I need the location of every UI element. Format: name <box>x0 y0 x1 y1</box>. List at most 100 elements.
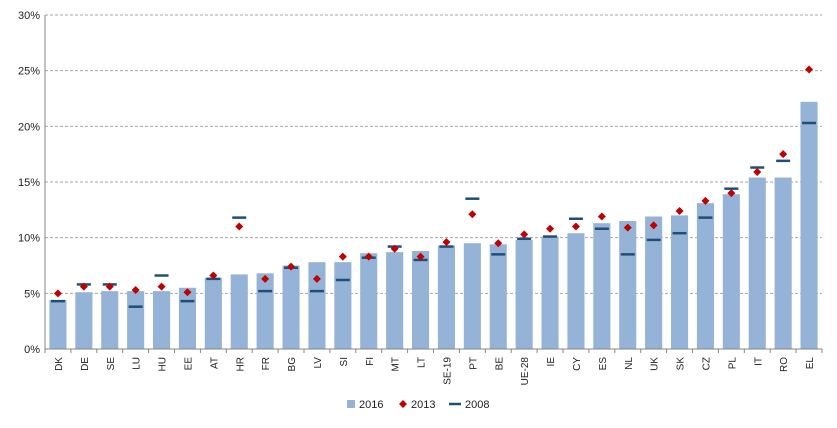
x-tick-label: PT <box>468 357 479 370</box>
bar-2016-LT <box>412 251 430 349</box>
marker-2013-EE <box>183 288 192 297</box>
bar-2016-UE-28 <box>515 239 533 349</box>
x-tick-label: IE <box>546 357 557 367</box>
y-tick-label: 25% <box>18 66 40 78</box>
bar-2016-HR <box>230 274 248 349</box>
marker-2013-CZ <box>701 196 710 205</box>
marker-2013-SI <box>338 252 347 261</box>
marker-2013-AT <box>209 271 218 280</box>
y-tick-label: 30% <box>18 10 40 22</box>
x-tick-label: UE-28 <box>520 357 531 386</box>
bar-2016-CY <box>567 233 585 349</box>
x-tick-label: ES <box>598 357 609 371</box>
bar-2016-PL <box>722 194 740 349</box>
bar-2016-PT <box>463 243 481 349</box>
marker-2013-UK <box>649 221 658 230</box>
marker-2013-PT <box>468 210 477 219</box>
x-tick-label: PL <box>727 357 738 370</box>
grid-layer <box>45 14 822 294</box>
x-tick-label: CZ <box>701 357 712 370</box>
x-tick-label: AT <box>209 357 220 369</box>
x-tick-label: IT <box>753 357 764 366</box>
x-tick-label: BG <box>287 357 298 372</box>
marker-2013-FR <box>261 274 270 283</box>
x-tick-label: DK <box>54 357 65 371</box>
legend-label-2013: 2013 <box>411 399 435 411</box>
y-tick-label: 0% <box>24 344 40 356</box>
marker-2013-UE-28 <box>520 230 529 239</box>
x-tick-label: SE <box>106 357 117 371</box>
x-tick-label: SK <box>676 357 687 371</box>
y-tick-label: 15% <box>18 177 40 189</box>
x-tick-label: EE <box>183 357 194 371</box>
bar-2016-IT <box>748 177 766 349</box>
legend-swatch-2016 <box>347 400 355 408</box>
marker-2013-LT <box>416 252 425 261</box>
bar-2016-BE <box>489 244 507 349</box>
x-tick-label: HR <box>235 357 246 371</box>
y-tick-label: 10% <box>18 233 40 245</box>
bar-2016-DK <box>49 300 67 349</box>
marker-2013-SE <box>105 282 114 291</box>
marker-layer <box>53 65 814 298</box>
marker-2013-CY <box>571 222 580 231</box>
marker-2013-BG <box>287 262 296 271</box>
x-tick-label: LT <box>417 357 428 368</box>
bar-2016-AT <box>204 277 222 349</box>
x-tick-label: RO <box>779 357 790 372</box>
marker-2013-SK <box>675 206 684 215</box>
bar-2016-NL <box>619 220 637 349</box>
marker-2013-LV <box>312 274 321 283</box>
marker-2013-FI <box>364 252 373 261</box>
marker-2013-MT <box>390 244 399 253</box>
bar-2016-UK <box>645 216 663 349</box>
bar-2016-ES <box>593 223 611 349</box>
marker-2013-PL <box>727 189 736 198</box>
x-tick-label: HU <box>158 357 169 371</box>
marker-2013-EL <box>805 65 814 74</box>
bar-2016-SK <box>671 215 689 349</box>
marker-2013-IE <box>546 224 555 233</box>
marker-2013-IT <box>753 167 762 176</box>
x-tick-label: MT <box>391 357 402 371</box>
x-tick-label: FR <box>261 357 272 370</box>
bar-2016-SE-19 <box>437 245 455 349</box>
bar-2016-SI <box>334 262 352 349</box>
x-tick-label: CY <box>572 357 583 371</box>
marker-2013-SE-19 <box>442 238 451 247</box>
x-tick-label: LU <box>132 357 143 370</box>
bar-2016-EL <box>800 101 818 349</box>
x-tick-label: NL <box>624 357 635 370</box>
legend-swatch-2013 <box>399 400 407 408</box>
legend-label-2008: 2008 <box>465 399 489 411</box>
x-tick-label: SE-19 <box>442 357 453 385</box>
marker-2013-LU <box>131 285 140 294</box>
marker-2013-HU <box>157 282 166 291</box>
x-tick-label: BE <box>494 357 505 371</box>
legend-label-2016: 2016 <box>359 399 383 411</box>
x-tick-label: DE <box>80 357 91 371</box>
bar-2016-MT <box>386 252 404 349</box>
y-tick-label: 20% <box>18 121 40 133</box>
x-tick-label: SI <box>339 357 350 366</box>
bar-2016-SE <box>101 291 119 349</box>
x-tick-label: UK <box>650 357 661 371</box>
bar-2016-LV <box>308 262 326 349</box>
y-tick-label: 5% <box>24 288 40 300</box>
x-tick-label: FI <box>365 357 376 366</box>
x-tick-label: EL <box>805 357 816 370</box>
bar-2016-RO <box>774 177 792 349</box>
marker-2013-DK <box>53 289 62 298</box>
bar-layer <box>49 101 818 349</box>
marker-2013-ES <box>597 212 606 221</box>
bar-2016-EE <box>178 287 196 349</box>
marker-2013-NL <box>623 223 632 232</box>
marker-2013-HR <box>235 222 244 231</box>
bar-2016-HU <box>153 291 171 349</box>
bar-2016-BG <box>282 265 300 349</box>
x-tick-label: LV <box>313 357 324 369</box>
bar-2016-FI <box>360 253 378 349</box>
marker-2013-DE <box>79 282 88 291</box>
